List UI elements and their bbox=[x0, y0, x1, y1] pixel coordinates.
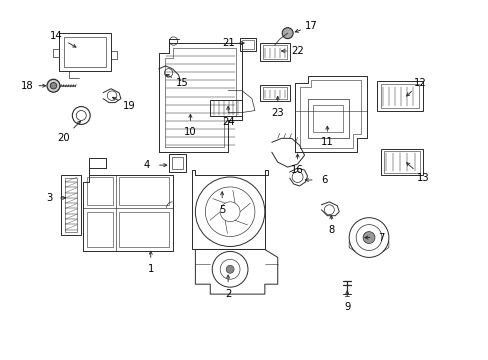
Text: 2: 2 bbox=[224, 289, 231, 299]
Bar bbox=[380, 149, 422, 175]
Text: 7: 7 bbox=[377, 233, 384, 243]
Text: 17: 17 bbox=[305, 21, 317, 31]
Bar bbox=[313, 105, 343, 132]
Bar bbox=[87, 177, 113, 205]
Bar bbox=[263, 45, 286, 59]
Text: 4: 4 bbox=[143, 160, 150, 170]
Text: 13: 13 bbox=[416, 173, 429, 183]
Text: 12: 12 bbox=[413, 78, 426, 88]
Text: 21: 21 bbox=[221, 38, 234, 48]
Bar bbox=[61, 175, 81, 235]
Bar bbox=[242, 40, 253, 49]
Bar bbox=[87, 212, 113, 247]
Bar bbox=[376, 81, 422, 111]
Circle shape bbox=[362, 231, 374, 243]
Circle shape bbox=[282, 28, 292, 39]
Text: 3: 3 bbox=[46, 193, 53, 203]
Circle shape bbox=[47, 79, 60, 92]
Text: 1: 1 bbox=[147, 264, 154, 274]
Text: 9: 9 bbox=[344, 302, 350, 312]
Bar bbox=[210, 100, 242, 116]
Circle shape bbox=[50, 82, 57, 89]
Text: 23: 23 bbox=[271, 108, 284, 117]
Text: 8: 8 bbox=[327, 225, 334, 235]
Text: 19: 19 bbox=[122, 100, 135, 111]
Circle shape bbox=[225, 265, 234, 273]
Bar bbox=[171, 157, 183, 169]
Bar bbox=[60, 33, 111, 71]
Bar bbox=[380, 84, 418, 108]
Bar bbox=[64, 37, 106, 67]
Text: 16: 16 bbox=[291, 165, 304, 175]
Bar bbox=[307, 99, 348, 138]
Text: 18: 18 bbox=[20, 81, 33, 91]
Bar bbox=[263, 87, 286, 99]
Text: 6: 6 bbox=[321, 175, 327, 185]
Text: 24: 24 bbox=[222, 117, 234, 127]
Bar bbox=[259, 43, 289, 61]
Text: 15: 15 bbox=[176, 78, 188, 88]
Text: 20: 20 bbox=[57, 133, 70, 143]
Bar bbox=[119, 177, 168, 205]
Bar bbox=[168, 154, 186, 172]
Bar bbox=[119, 212, 168, 247]
Text: 14: 14 bbox=[50, 31, 62, 41]
Text: 5: 5 bbox=[219, 205, 225, 215]
Text: 22: 22 bbox=[291, 46, 304, 56]
Text: 10: 10 bbox=[183, 127, 196, 138]
Bar bbox=[240, 38, 255, 51]
Bar bbox=[383, 151, 419, 173]
Text: 11: 11 bbox=[320, 137, 333, 147]
Bar bbox=[65, 178, 77, 231]
Bar bbox=[259, 85, 289, 100]
